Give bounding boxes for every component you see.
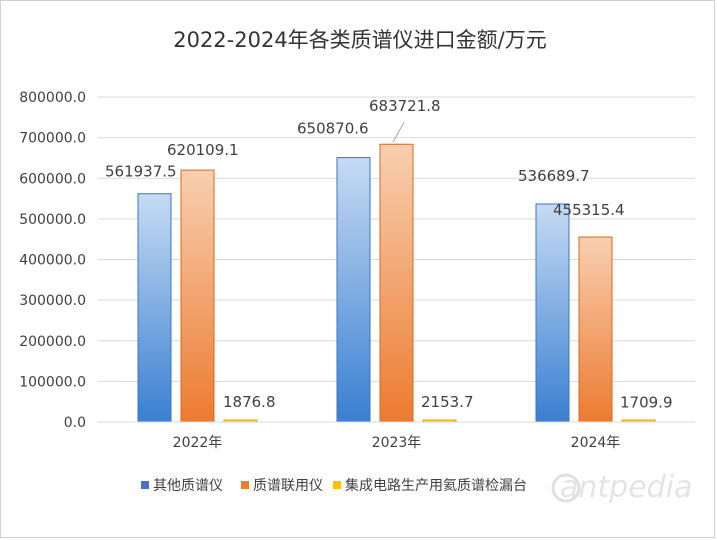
y-tick-label: 500000.0 [19,212,86,228]
data-label: 561937.5 [105,163,177,181]
data-label: 1876.8 [223,393,276,411]
bar [137,193,172,423]
data-label: 650870.6 [297,120,369,138]
antpedia-watermark-logo: antpedia [551,470,692,505]
y-tick-label: 300000.0 [19,293,86,309]
x-tick-label: 2023年 [372,435,422,451]
x-tick-label: 2022年 [173,435,223,451]
legend-swatch [141,481,149,489]
y-tick-label: 400000.0 [19,253,86,269]
legend-label: 质谱联用仪 [253,478,323,494]
y-tick-label: 0.0 [64,415,86,431]
bar [336,157,371,423]
data-label: 1709.9 [620,393,673,411]
x-axis-tick-labels: 2022年 2023年 2024年 [173,435,621,451]
y-axis-tick-labels: 0.0 100000.0 200000.0 300000.0 400000.0 50000… [19,90,86,431]
x-tick-label: 2024年 [571,435,621,451]
y-tick-label: 700000.0 [19,131,86,147]
y-tick-label: 800000.0 [19,90,86,106]
y-tick-label: 200000.0 [19,334,86,350]
legend-swatch [333,481,341,489]
legend: 其他质谱仪 质谱联用仪 集成电路生产用氦质谱检漏台 [141,477,527,494]
watermark-text: antpedia [560,470,692,505]
data-label: 455315.4 [553,201,625,219]
data-label: 683721.8 [369,97,441,115]
data-label: 620109.1 [167,141,239,159]
bar [379,143,414,423]
legend-label: 集成电路生产用氦质谱检漏台 [345,477,527,494]
y-tick-label: 100000.0 [19,374,86,390]
y-tick-label: 600000.0 [19,171,86,187]
legend-swatch [241,481,249,489]
data-label: 536689.7 [518,167,590,185]
bar [535,203,570,423]
bar [180,169,215,423]
data-label: 2153.7 [421,393,474,411]
bar [578,236,613,423]
bars [137,143,656,423]
chart-title: 2022-2024年各类质谱仪进口金额/万元 [173,28,547,52]
legend-label: 其他质谱仪 [153,478,223,494]
leader-line [392,121,405,143]
